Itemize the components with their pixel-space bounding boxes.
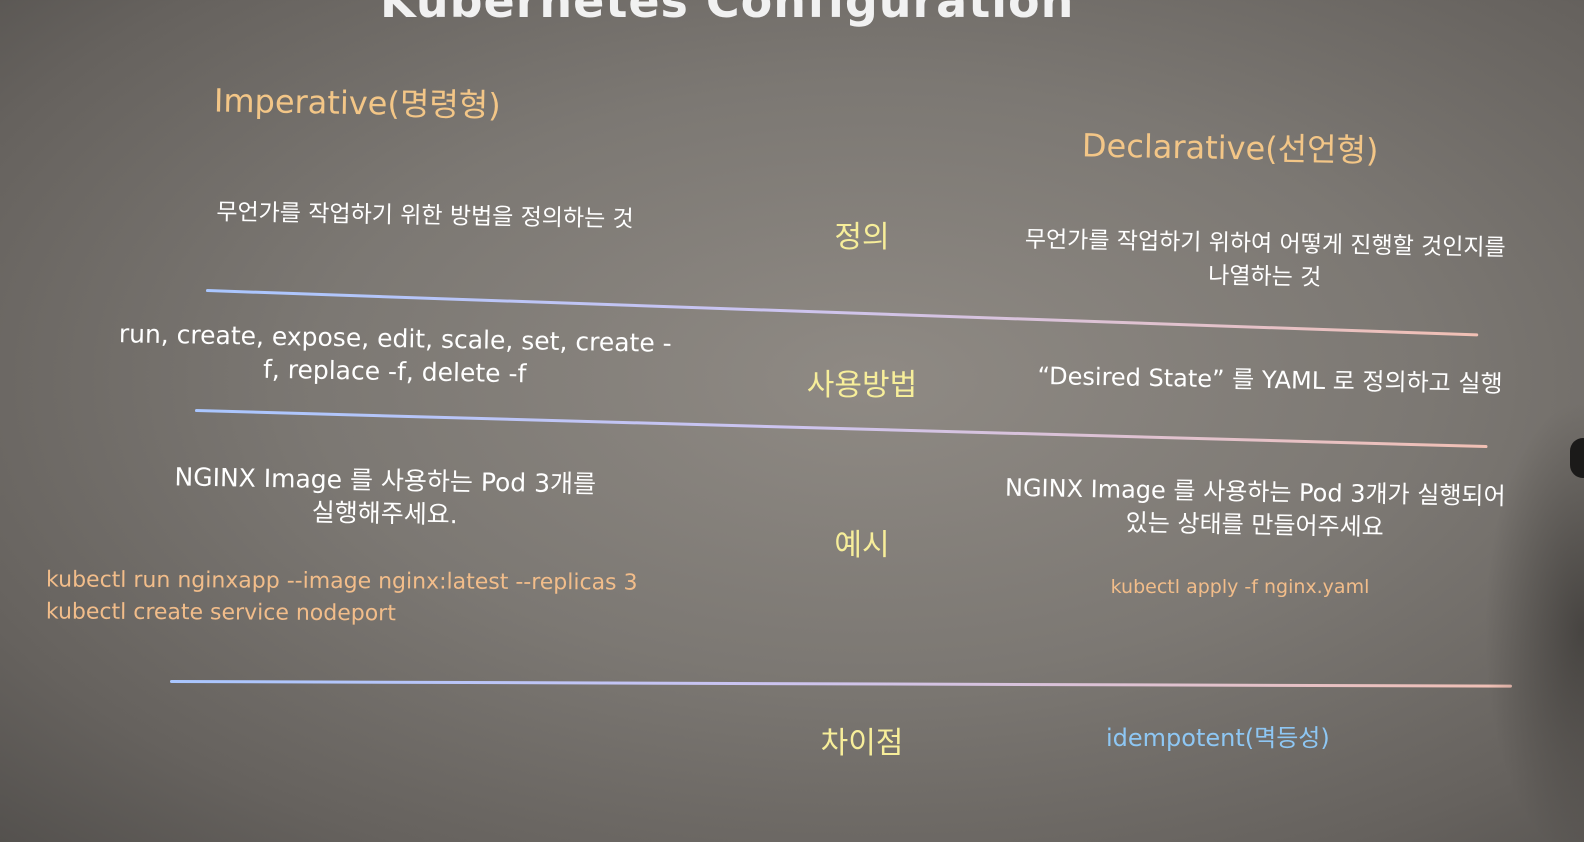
- declarative-example: NGINX Image 를 사용하는 Pod 3개가 실행되어 있는 상태를 만…: [974, 471, 1535, 547]
- row-divider-3: [169, 680, 1512, 688]
- imperative-definition: 무언가를 작업하기 위한 방법을 정의하는 것: [216, 199, 634, 233]
- declarative-example-code: kubectl apply -f nginx.yaml: [1110, 576, 1370, 598]
- declarative-difference: idempotent(멱등성): [1106, 724, 1330, 752]
- edge-shadow: [1484, 400, 1584, 842]
- row-label-usage: 사용방법: [806, 368, 918, 403]
- row-label-example: 예시: [834, 528, 890, 563]
- declarative-usage: “Desired State” 를 YAML 로 정의하고 실행: [1037, 361, 1503, 399]
- imperative-usage: run, create, expose, edit, scale, set, c…: [59, 316, 730, 394]
- imperative-example-code: kubectl run nginxapp --image nginx:lates…: [46, 564, 638, 631]
- imperative-code-line-2: kubectl create service nodeport: [45, 599, 396, 627]
- imperative-example: NGINX Image 를 사용하는 Pod 3개를 실행해주세요.: [99, 459, 670, 535]
- row-divider-2: [194, 409, 1488, 449]
- row-label-difference: 차이점: [820, 726, 904, 761]
- imperative-code-line-1: kubectl run nginxapp --image nginx:lates…: [46, 567, 638, 596]
- row-label-definition: 정의: [834, 220, 890, 255]
- declarative-heading: Declarative(선언형): [1081, 126, 1379, 170]
- declarative-definition: 무언가를 작업하기 위하여 어떻게 진행할 것인지를 나열하는 것: [984, 223, 1545, 299]
- slide-title: Kubernetes Configuration: [380, 0, 1075, 28]
- imperative-heading: Imperative(명령형): [213, 81, 502, 125]
- edge-dark-object: [1570, 438, 1584, 478]
